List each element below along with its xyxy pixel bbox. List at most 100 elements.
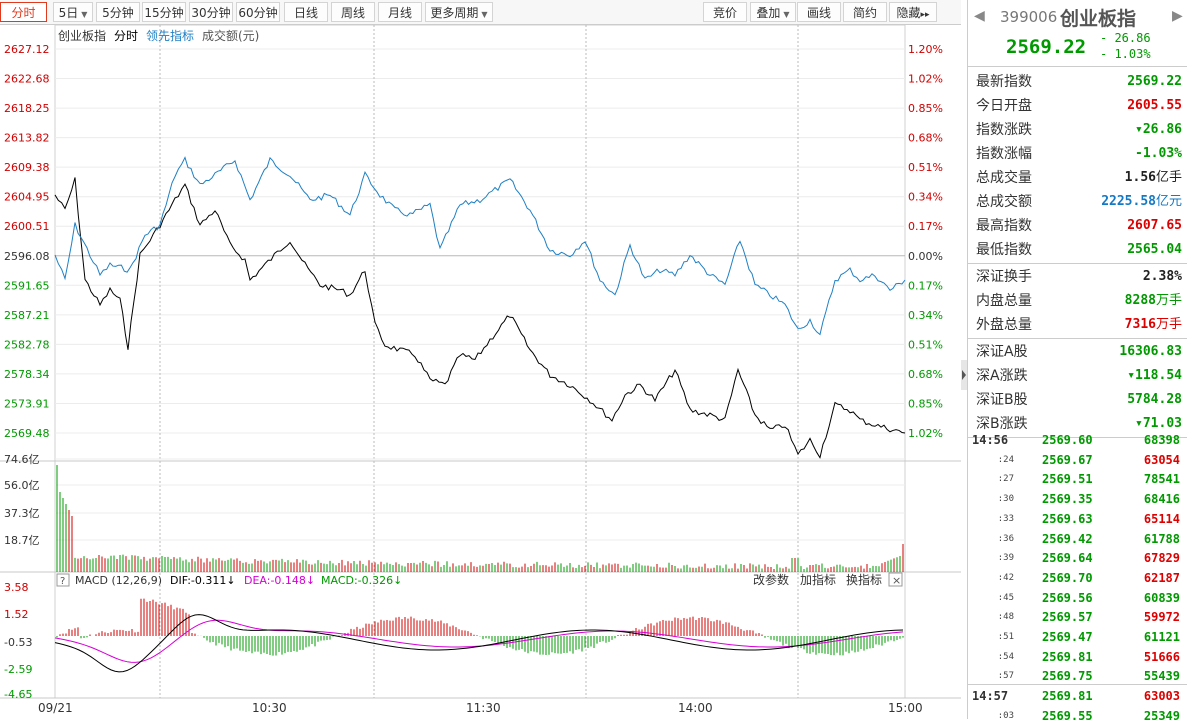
tick-row[interactable]: :30 2569.35 68416 (972, 489, 1184, 509)
tick-volume: 59972 (1143, 610, 1180, 625)
stat-number: 2569.22 (1127, 74, 1182, 89)
volume-label: 成交额(元) (202, 28, 259, 43)
stat-row: 指数涨幅 -1.03% (976, 142, 1182, 166)
tab-label: 月线 (387, 6, 412, 20)
pct-tick-label: 0.51% (908, 338, 943, 351)
stat-number: ▾118.54 (1127, 368, 1182, 383)
stat-row: 最低指数 2565.04 (976, 238, 1182, 262)
tick-row[interactable]: :24 2569.67 63054 (972, 450, 1184, 470)
time-tick-label: 15:00 (888, 701, 923, 715)
toolbar-button-4[interactable]: 隐藏▸▸ (889, 2, 937, 22)
stat-row: 深证换手 2.38% (976, 265, 1182, 289)
tab-8[interactable]: 月线 (378, 2, 422, 22)
tick-row[interactable]: 14:57 2569.81 63003 (972, 686, 1184, 706)
stat-value: ▾118.54 (1127, 364, 1182, 388)
stat-number: 1.56 (1124, 170, 1156, 185)
tick-row[interactable]: :27 2569.51 78541 (972, 469, 1184, 489)
series-name: 创业板指 (58, 28, 106, 43)
tab-label: 更多周期 (430, 6, 479, 20)
tab-5[interactable]: 60分钟 (236, 2, 280, 22)
price-tick-label: 2591.65 (4, 279, 50, 292)
tab-label: 15分钟 (144, 6, 184, 20)
tick-volume: 60839 (1143, 590, 1180, 605)
tick-price: 2569.56 (1042, 590, 1093, 605)
tick-time: :54 (997, 651, 1014, 662)
tick-row[interactable]: :42 2569.70 62187 (972, 568, 1184, 588)
tab-4[interactable]: 30分钟 (189, 2, 233, 22)
toolbar-button-label: 简约 (852, 6, 877, 20)
tab-1[interactable]: 5日 ▼ (53, 2, 93, 22)
close-icon[interactable]: × (892, 574, 901, 587)
tick-row[interactable]: :51 2569.47 61121 (972, 627, 1184, 647)
stat-row: 总成交量 1.56亿手 (976, 166, 1182, 190)
panel-collapse-handle[interactable] (961, 360, 967, 390)
next-arrow-icon[interactable]: ▶ (1172, 8, 1183, 24)
tick-time: :39 (997, 553, 1014, 564)
price-tick-label: 2618.25 (4, 102, 50, 115)
tick-row[interactable]: :03 2569.55 25349 (972, 706, 1184, 726)
volume-tick-label: 18.7亿 (4, 534, 40, 547)
toolbar-button-1[interactable]: 叠加 ▼ (750, 2, 796, 22)
macd-title: MACD (12,26,9) (75, 574, 162, 587)
stat-value: 2.38% (1143, 265, 1182, 289)
stat-value: 2565.04 (1127, 238, 1182, 262)
toolbar-button-2[interactable]: 画线 (797, 2, 841, 22)
tick-row[interactable]: :39 2569.64 67829 (972, 548, 1184, 568)
toolbar-button-label: 画线 (806, 6, 831, 20)
stat-row: 指数涨跌 ▾26.86 (976, 118, 1182, 142)
dif-line (54, 614, 904, 673)
macd-button-0[interactable]: 改参数 (753, 572, 789, 587)
tick-time: :24 (997, 454, 1014, 465)
tab-0[interactable]: 分时 (0, 2, 47, 22)
chart-frame (54, 24, 906, 699)
price-change-pct: - 1.03% (1100, 47, 1151, 61)
macd-tick-label: 3.58 (4, 581, 29, 594)
stat-value: 7316万手 (1125, 313, 1182, 337)
tick-time: 14:56 (972, 433, 1009, 447)
tab-9[interactable]: 更多周期 ▼ (425, 2, 493, 22)
tick-time: :30 (997, 494, 1014, 505)
stat-value: -1.03% (1135, 142, 1182, 166)
tick-row[interactable]: :36 2569.42 61788 (972, 529, 1184, 549)
tick-price: 2569.64 (1042, 551, 1093, 566)
tab-6[interactable]: 日线 (284, 2, 328, 22)
tick-row[interactable]: 14:56 2569.60 68398 (972, 430, 1184, 450)
stat-row: 总成交额 2225.58亿元 (976, 190, 1182, 214)
tick-row[interactable]: :33 2569.63 65114 (972, 509, 1184, 529)
quote-panel: ◀ 399006 创业板指 ▶ 2569.22 - 26.86 - 1.03% … (967, 0, 1187, 723)
toolbar-button-0[interactable]: 竞价 (703, 2, 747, 22)
tick-price: 2569.51 (1042, 472, 1093, 487)
prev-arrow-icon[interactable]: ◀ (974, 8, 985, 24)
tick-row[interactable]: :48 2569.57 59972 (972, 607, 1184, 627)
volume-tick-label: 74.6亿 (4, 453, 40, 466)
toolbar-button-3[interactable]: 简约 (843, 2, 887, 22)
chevron-down-icon: ▼ (481, 10, 488, 19)
tick-row[interactable]: :45 2569.56 60839 (972, 588, 1184, 608)
tick-volume: 25349 (1143, 708, 1180, 723)
macd-button-1[interactable]: 加指标 (800, 572, 836, 587)
toolbar-button-label: 隐藏 (896, 6, 921, 20)
pct-tick-label: 1.20% (908, 43, 943, 56)
stat-number: -1.03% (1135, 146, 1182, 161)
tick-row[interactable]: :57 2569.75 55439 (972, 666, 1184, 686)
stat-row: 今日开盘 2605.55 (976, 94, 1182, 118)
tab-3[interactable]: 15分钟 (142, 2, 186, 22)
pct-tick-label: 1.02% (908, 73, 943, 86)
time-tick-label: 14:00 (678, 701, 713, 715)
price-tick-label: 2569.48 (4, 427, 50, 440)
pct-tick-label: 0.85% (908, 397, 943, 410)
chevron-down-icon: ▼ (783, 10, 790, 19)
price-tick-label: 2587.21 (4, 309, 50, 322)
pct-tick-label: 0.00% (908, 250, 943, 263)
intraday-chart[interactable]: 2627.12 1.20% 2622.68 1.02% 2618.25 0.85% 2613… (0, 24, 961, 719)
chart-area[interactable]: 2627.12 1.20% 2622.68 1.02% 2618.25 0.85% 2613… (0, 24, 961, 719)
tick-row[interactable]: :54 2569.81 51666 (972, 647, 1184, 667)
double-arrow-icon: ▸▸ (920, 10, 930, 20)
tick-time: :57 (997, 671, 1014, 682)
macd-button-2[interactable]: 换指标 (846, 572, 882, 587)
tab-2[interactable]: 5分钟 (96, 2, 140, 22)
tab-label: 30分钟 (191, 6, 231, 20)
tab-7[interactable]: 周线 (331, 2, 375, 22)
mode-label: 分时 (114, 29, 138, 43)
stat-label: 最高指数 (976, 218, 1032, 234)
